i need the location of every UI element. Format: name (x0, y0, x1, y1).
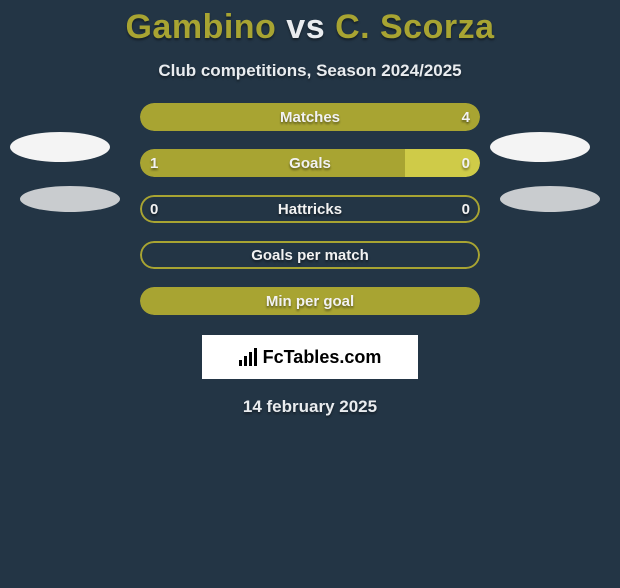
bar-label: Goals per match (140, 241, 480, 269)
comparison-title: Gambino vs C. Scorza (0, 8, 620, 47)
side-ellipse-1 (490, 132, 590, 162)
side-ellipse-3 (500, 186, 600, 212)
logo-box: FcTables.com (202, 335, 418, 379)
title-vs: vs (286, 8, 325, 46)
player2-name: C. Scorza (335, 8, 494, 46)
bar-label: Matches (140, 103, 480, 131)
barchart-icon (239, 348, 257, 366)
stat-rows: Matches4Goals10Hattricks00Goals per matc… (140, 103, 480, 315)
bar-label: Min per goal (140, 287, 480, 315)
bar-label: Hattricks (140, 195, 480, 223)
side-ellipse-0 (10, 132, 110, 162)
logo-text: FcTables.com (263, 347, 382, 368)
subtitle: Club competitions, Season 2024/2025 (0, 61, 620, 81)
bar-value-right: 0 (462, 149, 470, 177)
stat-row-hattricks: Hattricks0 0 (140, 195, 480, 223)
stat-row-matches: Matches4 (140, 103, 480, 131)
side-ellipse-2 (20, 186, 120, 212)
stat-row-goals-per-match: Goals per match (140, 241, 480, 269)
player1-name: Gambino (125, 8, 276, 46)
stat-row-goals: Goals1 0 (140, 149, 480, 177)
bar-value-right: 4 (462, 103, 470, 131)
bar-label: Goals (140, 149, 480, 177)
bar-value-left: 0 (150, 195, 158, 223)
date-text: 14 february 2025 (0, 397, 620, 417)
bar-value-left: 1 (150, 149, 158, 177)
bar-value-right: 0 (462, 195, 470, 223)
stat-row-min-per-goal: Min per goal (140, 287, 480, 315)
